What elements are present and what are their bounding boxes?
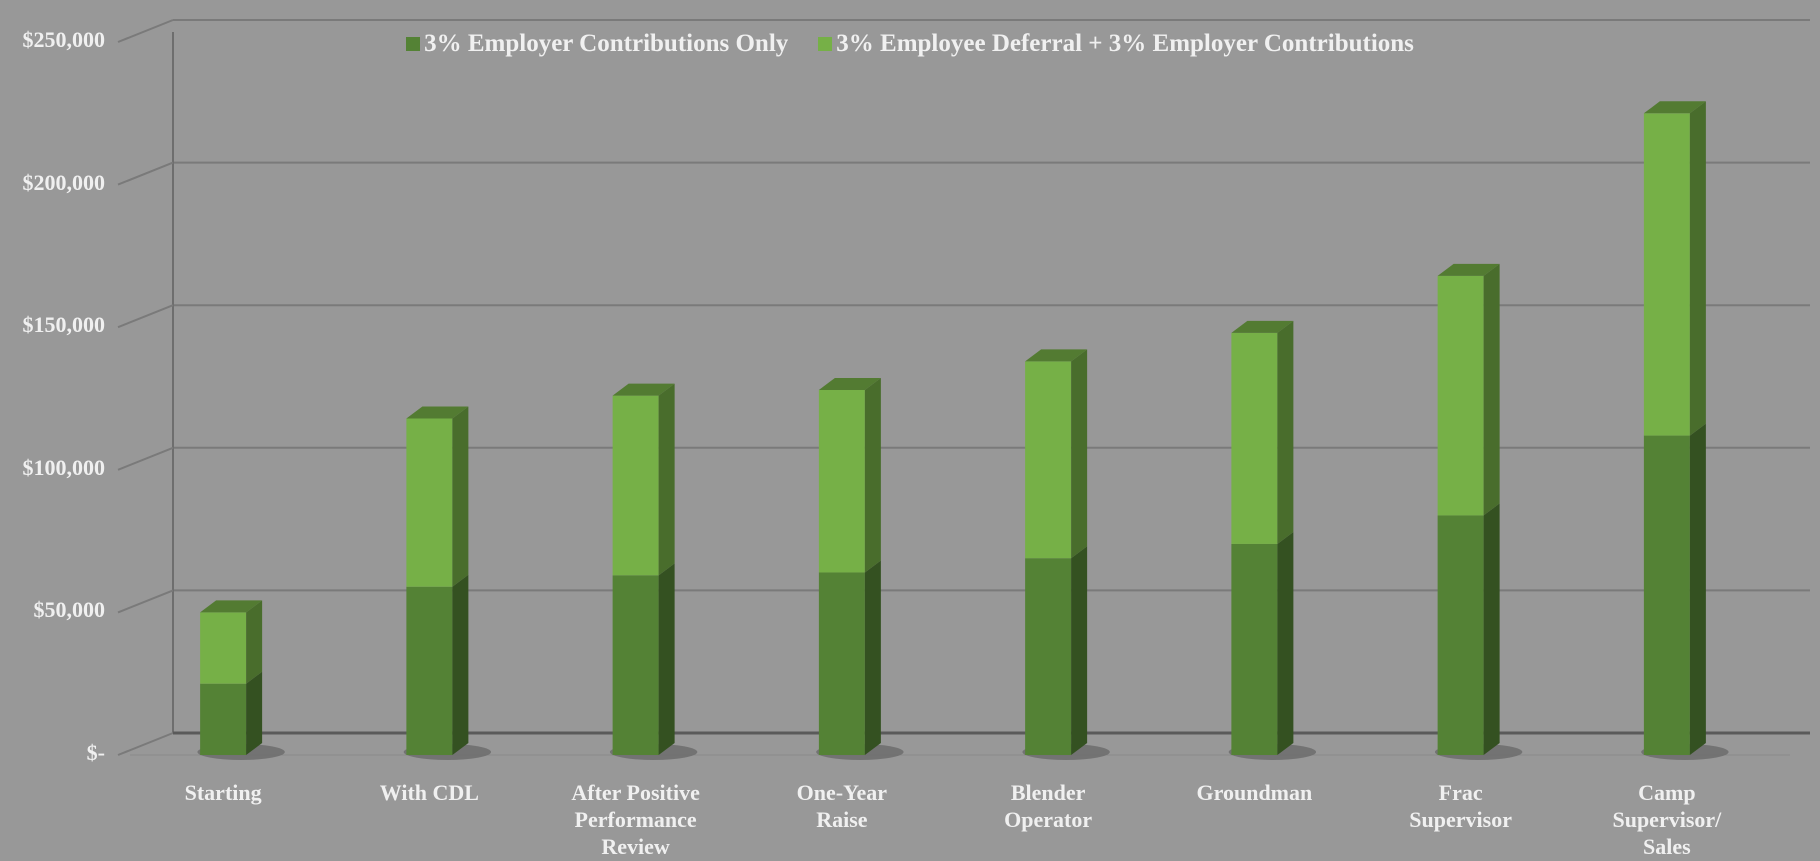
- bar-segment: [200, 683, 247, 755]
- bar-top: [200, 600, 263, 613]
- y-tick-label: $150,000: [22, 312, 106, 338]
- x-tick-label: One-Year Raise: [796, 780, 888, 832]
- bar-top: [1643, 101, 1706, 114]
- side-gridline: [117, 161, 174, 186]
- bar-segment-side: [246, 671, 263, 755]
- side-gridline: [117, 304, 174, 329]
- bar-segment-side: [658, 383, 675, 576]
- bar-segment-side: [864, 560, 881, 755]
- bar-segment: [612, 395, 659, 576]
- bar-segment: [1643, 113, 1690, 436]
- y-tick-label: $200,000: [22, 169, 106, 195]
- bar-segment-side: [452, 574, 469, 755]
- bar-segment: [200, 612, 247, 684]
- side-gridline: [117, 589, 174, 614]
- bar-segment-side: [1071, 349, 1088, 559]
- bar-segment: [1025, 361, 1072, 559]
- y-tick-label: $100,000: [22, 454, 106, 480]
- bar-segment: [818, 389, 865, 573]
- bar-top: [1231, 320, 1294, 333]
- x-tick-label: Groundman: [1196, 780, 1313, 805]
- x-tick-label: Starting: [184, 780, 262, 805]
- bar-top: [406, 406, 469, 419]
- bar-segment: [612, 575, 659, 755]
- y-tick-label: $250,000: [22, 27, 106, 52]
- x-tick-label: Blender Operator: [1004, 780, 1093, 832]
- bar-segment: [1437, 275, 1484, 516]
- bar-segment: [1025, 558, 1072, 755]
- side-gridline: [117, 446, 174, 471]
- bar-top: [1437, 263, 1500, 276]
- bar-segment: [406, 586, 453, 755]
- x-tick-label: With CDL: [379, 780, 479, 805]
- bar-segment-side: [1277, 320, 1294, 544]
- bar-top: [818, 377, 881, 390]
- bar-top: [1025, 349, 1088, 362]
- bar-segment: [1231, 332, 1278, 544]
- bar-segment-side: [452, 406, 469, 587]
- bar-segment: [406, 418, 453, 587]
- x-tick-label: Camp Supervisor/ Sales: [1612, 780, 1722, 859]
- bar-segment: [818, 572, 865, 755]
- bar-segment-side: [1689, 101, 1706, 436]
- side-gridline: [117, 732, 174, 756]
- bar-segment: [1437, 515, 1484, 755]
- bar-segment-side: [1483, 263, 1500, 516]
- bar-segment-side: [246, 600, 263, 684]
- x-tick-label: After Positive Performance Review: [571, 780, 700, 859]
- side-gridline: [117, 19, 174, 43]
- bar-segment-side: [658, 563, 675, 755]
- legend-label-employer-only: 3% Employer Contributions Only: [424, 30, 789, 57]
- bar-segment: [1643, 435, 1690, 755]
- bar-segment-side: [1071, 546, 1088, 755]
- legend-item-employer-only: 3% Employer Contributions Only: [406, 30, 788, 58]
- bar-segment: [1231, 543, 1278, 755]
- bar-segment-side: [1689, 423, 1706, 755]
- legend-label-deferral-plus-employer: 3% Employee Deferral + 3% Employer Contr…: [836, 30, 1414, 57]
- legend: 3% Employer Contributions Only 3% Employ…: [0, 30, 1820, 58]
- x-tick-label: Frac Supervisor: [1409, 780, 1512, 832]
- bar-segment-side: [864, 377, 881, 573]
- bar-segment-side: [1277, 531, 1294, 755]
- bar-top: [612, 383, 675, 396]
- y-tick-label: $50,000: [33, 597, 106, 623]
- legend-swatch-deferral-plus-employer: [818, 37, 833, 51]
- bar-segment-side: [1483, 503, 1500, 755]
- legend-item-deferral-plus-employer: 3% Employee Deferral + 3% Employer Contr…: [818, 30, 1414, 58]
- y-tick-label: $-: [86, 740, 105, 765]
- legend-swatch-employer-only: [406, 37, 421, 51]
